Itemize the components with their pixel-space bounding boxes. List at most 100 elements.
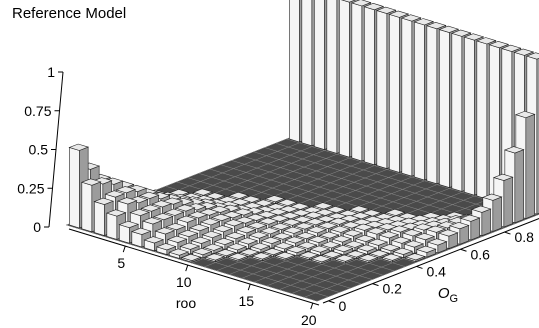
bar-top-face [282, 226, 304, 234]
bar-top-face [401, 229, 423, 237]
bar-top-face [437, 229, 459, 237]
bar-front-face [301, 0, 313, 147]
bar-front-face [351, 2, 363, 162]
bar-top-face [400, 14, 422, 22]
bar-top-face [503, 146, 525, 154]
y-tick [504, 231, 511, 235]
bar-top-face [130, 227, 152, 235]
bar-front-face [364, 6, 375, 166]
bar-front-face [464, 36, 475, 196]
bar-top-face [365, 227, 387, 235]
bar-top-face [129, 208, 151, 216]
bar-top-face [284, 236, 306, 244]
bar-top-face [388, 10, 410, 18]
bar-top-face [202, 243, 224, 251]
bar-top-face [312, 202, 334, 210]
bar-top-face [259, 227, 281, 235]
x-tick [122, 245, 126, 253]
bar-side-face [503, 176, 513, 228]
x-tick [247, 283, 251, 291]
x-tick-label: 20 [301, 312, 317, 328]
chart-title: Reference Model [12, 5, 127, 22]
bar-top-face [342, 229, 364, 237]
bar-top-face [296, 241, 318, 249]
bar-top-face [413, 18, 435, 26]
bar-top-face [306, 226, 328, 234]
bar-top-face [115, 186, 137, 194]
bar-front-face [439, 29, 450, 188]
bar-top-face [310, 255, 332, 263]
bar-top-face [295, 232, 317, 240]
bar-top-face [80, 178, 102, 186]
bar-top-face [190, 236, 212, 244]
floor-grid-line [316, 213, 539, 302]
bars-layer [68, 0, 539, 264]
bar-front-face [326, 0, 338, 154]
y-axis-line [322, 218, 539, 304]
bar-top-face [180, 253, 202, 261]
y-tick-label: 0.4 [427, 263, 447, 279]
bar-top-face [264, 195, 286, 203]
bar-top-face [210, 213, 232, 222]
bar-top-face [116, 197, 138, 205]
bar-top-face [224, 231, 246, 240]
bar-top-face [93, 197, 115, 205]
bar-top-face [228, 191, 250, 199]
bar-top-face [104, 190, 126, 198]
bar-top-face [191, 247, 213, 256]
bar-top-face [223, 219, 245, 227]
bar-top-face [105, 209, 127, 217]
x-tick [185, 264, 189, 272]
bar-top-face [238, 248, 260, 256]
bar-top-face [350, 0, 372, 7]
y-tick-label: 0.6 [471, 246, 491, 262]
bar-top-face [357, 254, 379, 262]
bar-top-face [348, 205, 370, 213]
bar-top-face [246, 221, 268, 229]
bar-top-face [163, 208, 185, 216]
z-tick-label: 1 [47, 64, 55, 80]
bar-top-face [317, 221, 339, 230]
bar-side-face [481, 208, 491, 237]
bar-top-face [248, 231, 270, 239]
bar-top-face [381, 253, 403, 261]
bar-front-face [94, 201, 105, 236]
bar-top-face [356, 244, 378, 252]
y-tick-label: 0.8 [515, 229, 535, 245]
bar-front-face [426, 25, 438, 185]
bar-top-face [212, 225, 234, 233]
bar-top-face [192, 188, 214, 196]
bar-top-face [235, 226, 257, 234]
bar-top-face [68, 143, 90, 151]
bar-top-face [166, 235, 188, 243]
z-tick-label: 0.25 [17, 180, 44, 196]
bar-top-face [270, 222, 292, 231]
bar-top-face [354, 234, 376, 242]
bar-front-face [81, 181, 93, 233]
bar-top-face [204, 253, 226, 261]
bar-top-face [404, 253, 426, 261]
bar-top-face [426, 238, 448, 246]
bar-top-face [514, 110, 536, 119]
bar-top-face [174, 204, 196, 212]
z-tick-label: 0 [33, 219, 41, 235]
y-axis-label: OG [438, 285, 458, 305]
bar-top-face [367, 238, 389, 246]
x-axis-line [68, 228, 320, 306]
floor-grid-line [66, 224, 318, 302]
bar-top-face [257, 217, 279, 225]
bar-top-face [151, 200, 173, 208]
bar-top-face [154, 227, 176, 235]
bar-top-face [488, 40, 510, 49]
bar-top-face [334, 254, 356, 262]
bar-top-face [403, 240, 425, 248]
bar-top-face [389, 225, 411, 233]
bar-side-face [525, 113, 535, 219]
bar-top-face [303, 211, 325, 219]
bar-top-face [143, 236, 165, 244]
bar-top-face [298, 251, 320, 259]
x-tick-label: 15 [238, 293, 254, 309]
